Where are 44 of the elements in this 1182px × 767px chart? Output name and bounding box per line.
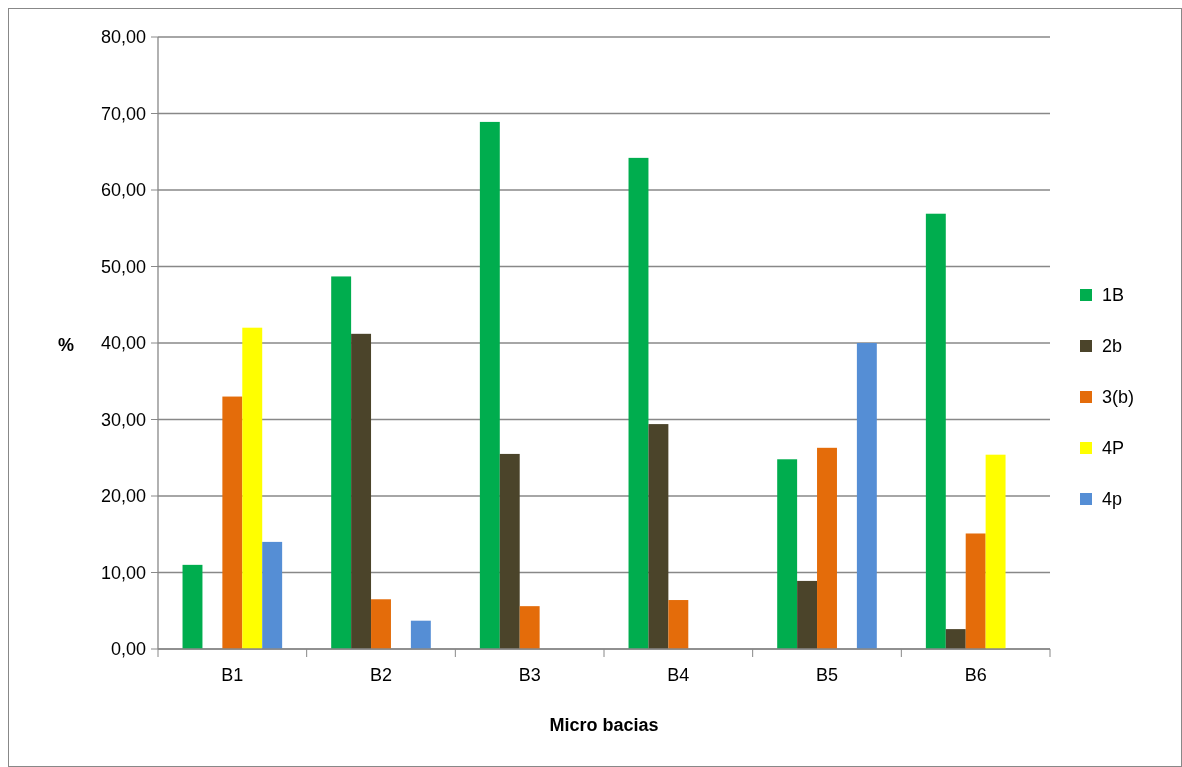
y-tick-label: 70,00 <box>100 103 146 124</box>
bar <box>817 447 837 649</box>
y-tick-label: 50,00 <box>100 256 146 277</box>
y-axis-title: % <box>57 335 75 355</box>
bar <box>925 213 946 649</box>
x-tick-label: B1 <box>221 665 244 685</box>
bar <box>499 453 520 649</box>
y-tick-label: 10,00 <box>100 562 146 583</box>
y-tick-label: 30,00 <box>100 409 146 430</box>
legend-label: 2b <box>1102 336 1123 357</box>
legend-label: 4p <box>1102 489 1123 510</box>
bar <box>479 121 500 649</box>
bar <box>797 580 818 649</box>
bar <box>262 541 283 649</box>
bar <box>945 629 966 649</box>
y-tick-label: 20,00 <box>100 486 146 507</box>
bar <box>371 599 391 649</box>
y-tick-label: 60,00 <box>100 180 146 201</box>
x-tick-label: B4 <box>667 665 690 685</box>
bar <box>222 396 243 649</box>
bar <box>242 327 263 649</box>
bar <box>985 454 1006 649</box>
bar <box>648 424 669 649</box>
y-tick-label: 80,00 <box>100 27 146 48</box>
bar <box>965 533 986 649</box>
bar <box>777 459 798 649</box>
legend-label: 4P <box>1102 438 1125 459</box>
legend-label: 3(b) <box>1102 387 1135 408</box>
x-tick-label: B5 <box>815 665 839 685</box>
bar <box>410 620 431 649</box>
bar <box>668 600 689 649</box>
bar <box>519 606 540 649</box>
y-tick-label: 0,00 <box>110 639 146 660</box>
bar <box>351 333 372 649</box>
x-tick-label: B3 <box>518 665 541 685</box>
x-tick-label: B6 <box>964 665 987 685</box>
bar <box>331 276 352 649</box>
y-tick-label: 40,00 <box>100 333 146 354</box>
x-axis-title: Micro bacias <box>549 715 659 735</box>
bar <box>182 564 203 649</box>
bar <box>628 157 649 649</box>
bar <box>856 343 877 649</box>
legend-label: 1B <box>1102 285 1125 306</box>
x-tick-label: B2 <box>369 665 393 685</box>
